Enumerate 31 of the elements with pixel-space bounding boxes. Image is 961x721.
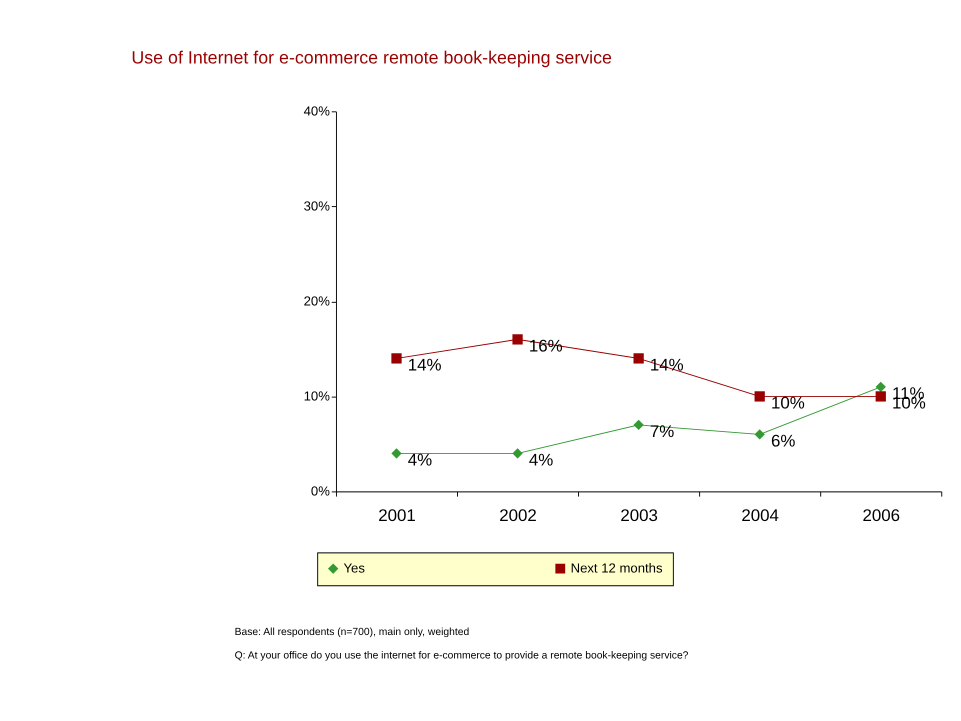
data-label: 6% xyxy=(770,432,796,451)
point xyxy=(633,420,644,430)
chart-title: Use of Internet for e-commerce remote book-keeping service xyxy=(131,47,612,68)
x-tick-label: 2001 xyxy=(378,506,416,525)
x-tick-label: 2002 xyxy=(499,506,537,525)
y-tick-label: 30% xyxy=(304,198,330,214)
point xyxy=(512,448,523,459)
point xyxy=(633,353,644,364)
point xyxy=(876,382,886,392)
x-tick-label: 2004 xyxy=(741,506,779,525)
data-label: 4% xyxy=(408,450,432,470)
point xyxy=(754,391,765,402)
point xyxy=(876,391,886,402)
y-tick-label: 10% xyxy=(304,388,330,404)
y-tick-label: 40% xyxy=(304,104,330,119)
point xyxy=(754,429,765,440)
data-label: 4% xyxy=(528,450,554,470)
y-tick-label: 20% xyxy=(304,294,330,309)
x-tick-label: 2006 xyxy=(862,506,900,525)
point xyxy=(391,353,402,364)
data-label: 10% xyxy=(770,394,805,413)
data-label: 14% xyxy=(408,356,442,375)
text: Q: At your office do you use the internet for e-commerce to provide a remote book-keeping service? xyxy=(234,650,689,662)
legend-label: Yes xyxy=(343,560,366,576)
point xyxy=(391,448,402,459)
point xyxy=(512,334,523,345)
x-tick-label: 2003 xyxy=(620,506,658,525)
text: Base: All respondents (n=700), main only, weighted xyxy=(234,627,470,638)
data-label: 7% xyxy=(650,422,674,442)
y-tick-label: 0% xyxy=(310,484,330,499)
legend-label: Next 12 months xyxy=(570,560,663,576)
